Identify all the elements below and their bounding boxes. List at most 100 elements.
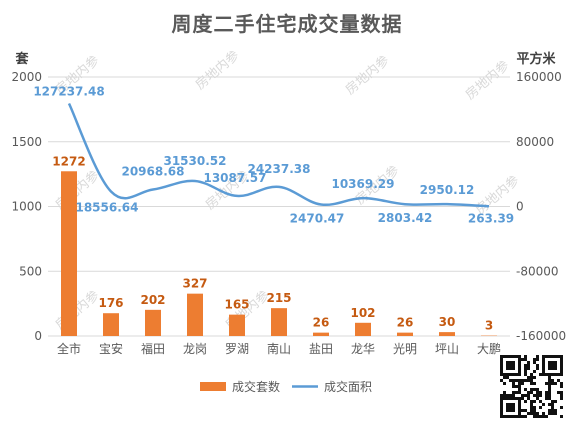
qr-module bbox=[509, 367, 512, 370]
line-value-label: 10369.29 bbox=[331, 177, 394, 191]
qr-module bbox=[560, 415, 563, 418]
bar bbox=[271, 308, 287, 336]
qr-module bbox=[536, 358, 539, 361]
category-label: 宝安 bbox=[99, 341, 123, 356]
qr-module bbox=[533, 409, 536, 412]
qr-module bbox=[548, 412, 551, 415]
qr-module bbox=[536, 397, 539, 400]
bar bbox=[355, 322, 371, 336]
qr-module bbox=[536, 364, 539, 367]
qr-module bbox=[524, 394, 527, 397]
qr-module bbox=[524, 364, 527, 367]
qr-module bbox=[548, 376, 551, 379]
qr-module bbox=[518, 367, 521, 370]
qr-module bbox=[542, 364, 545, 367]
qr-module bbox=[500, 364, 503, 367]
qr-module bbox=[503, 355, 506, 358]
qr-module bbox=[527, 379, 530, 382]
qr-module bbox=[551, 382, 554, 385]
qr-module bbox=[542, 361, 545, 364]
qr-module bbox=[500, 373, 503, 376]
qr-module bbox=[551, 412, 554, 415]
left-axis-tick-label: 500 bbox=[19, 264, 42, 278]
qr-module bbox=[518, 370, 521, 373]
qr-module bbox=[545, 355, 548, 358]
qr-module bbox=[527, 361, 530, 364]
qr-module bbox=[521, 415, 524, 418]
qr-module bbox=[500, 415, 503, 418]
bar bbox=[187, 293, 203, 336]
qr-module bbox=[548, 379, 551, 382]
bar bbox=[397, 332, 413, 336]
qr-module bbox=[560, 385, 563, 388]
line-value-label: 31530.52 bbox=[163, 154, 226, 168]
qr-module bbox=[509, 379, 512, 382]
qr-module bbox=[545, 397, 548, 400]
qr-module bbox=[548, 394, 551, 397]
qr-module bbox=[512, 355, 515, 358]
bar-value-label: 3 bbox=[485, 319, 493, 333]
qr-module bbox=[536, 415, 539, 418]
qr-module bbox=[506, 364, 509, 367]
qr-module bbox=[554, 355, 557, 358]
qr-module bbox=[509, 415, 512, 418]
chart-title: 周度二手住宅成交量数据 bbox=[171, 12, 403, 36]
qr-module bbox=[500, 379, 503, 382]
qr-module bbox=[548, 382, 551, 385]
qr-module bbox=[554, 367, 557, 370]
qr-module bbox=[518, 412, 521, 415]
qr-module bbox=[512, 391, 515, 394]
qr-module bbox=[506, 373, 509, 376]
qr-module bbox=[554, 412, 557, 415]
right-axis-tick-label: 160000 bbox=[516, 70, 562, 84]
qr-module bbox=[524, 367, 527, 370]
qr-module bbox=[554, 361, 557, 364]
qr-module bbox=[530, 376, 533, 379]
qr-module bbox=[533, 382, 536, 385]
bar bbox=[145, 309, 161, 336]
qr-module bbox=[500, 355, 503, 358]
qr-module bbox=[542, 373, 545, 376]
qr-module bbox=[533, 394, 536, 397]
qr-module bbox=[506, 406, 509, 409]
right-axis-tick-label: -80000 bbox=[516, 264, 559, 278]
qr-module bbox=[560, 382, 563, 385]
qr-module bbox=[551, 367, 554, 370]
line-value-label: 13087.57 bbox=[203, 171, 266, 185]
qr-module bbox=[551, 379, 554, 382]
qr-module bbox=[551, 364, 554, 367]
qr-module bbox=[524, 409, 527, 412]
qr-module bbox=[527, 412, 530, 415]
qr-module bbox=[557, 373, 560, 376]
bar-value-label: 30 bbox=[439, 315, 456, 329]
qr-module bbox=[524, 415, 527, 418]
line-series-area bbox=[67, 102, 490, 208]
qr-module bbox=[527, 394, 530, 397]
qr-module bbox=[521, 382, 524, 385]
qr-module bbox=[545, 382, 548, 385]
qr-module bbox=[518, 397, 521, 400]
qr-module bbox=[500, 400, 503, 403]
qr-module bbox=[527, 376, 530, 379]
qr-module bbox=[515, 397, 518, 400]
qr-module bbox=[533, 400, 536, 403]
qr-module bbox=[536, 388, 539, 391]
qr-module bbox=[512, 397, 515, 400]
qr-module bbox=[518, 403, 521, 406]
qr-module bbox=[509, 397, 512, 400]
qr-module bbox=[545, 415, 548, 418]
line-value-label: 20968.68 bbox=[121, 165, 184, 179]
qr-module bbox=[542, 370, 545, 373]
qr-module bbox=[545, 391, 548, 394]
qr-module bbox=[500, 361, 503, 364]
category-label: 南山 bbox=[267, 341, 291, 356]
qr-module bbox=[509, 406, 512, 409]
qr-module bbox=[512, 361, 515, 364]
qr-module bbox=[530, 382, 533, 385]
category-label: 盐田 bbox=[309, 342, 333, 356]
qr-module bbox=[506, 367, 509, 370]
category-label: 光明 bbox=[393, 342, 417, 356]
qr-module bbox=[530, 409, 533, 412]
qr-module bbox=[560, 394, 563, 397]
line-value-label: 2803.42 bbox=[378, 211, 433, 225]
